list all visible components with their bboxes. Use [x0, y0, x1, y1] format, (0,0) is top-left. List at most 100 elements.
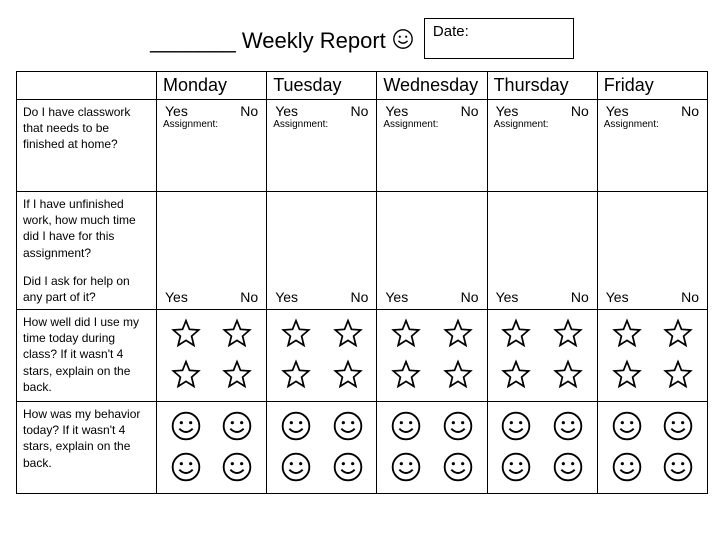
row3-thu[interactable] — [487, 310, 597, 402]
star-icon[interactable] — [221, 318, 253, 350]
day-header: Thursday — [487, 72, 597, 100]
row4-fri[interactable] — [597, 402, 707, 494]
yes-label: Yes — [606, 289, 629, 305]
row1-wed[interactable]: Yes No Assignment: — [377, 100, 487, 192]
weekly-report-table: Monday Tuesday Wednesday Thursday Friday… — [16, 71, 708, 494]
star-icon[interactable] — [332, 318, 364, 350]
smile-icon[interactable] — [552, 410, 584, 442]
row4-thu[interactable] — [487, 402, 597, 494]
yes-label: Yes — [385, 103, 408, 119]
no-label: No — [461, 289, 479, 305]
smile-icon[interactable] — [221, 410, 253, 442]
header: _______ Weekly Report Date: — [16, 10, 708, 59]
day-header: Monday — [157, 72, 267, 100]
star-icon[interactable] — [442, 318, 474, 350]
star-icon[interactable] — [390, 359, 422, 391]
star-icon[interactable] — [611, 359, 643, 391]
star-icon[interactable] — [662, 359, 694, 391]
star-icon[interactable] — [170, 359, 202, 391]
star-icon[interactable] — [221, 359, 253, 391]
smile-icon[interactable] — [442, 451, 474, 483]
smile-icon[interactable] — [662, 451, 694, 483]
smile-icon[interactable] — [332, 410, 364, 442]
smile-icon[interactable] — [611, 451, 643, 483]
day-header: Tuesday — [267, 72, 377, 100]
row2-wed[interactable]: Yes No — [377, 192, 487, 310]
row3-mon[interactable] — [157, 310, 267, 402]
star-icon[interactable] — [552, 359, 584, 391]
smile-icon[interactable] — [552, 451, 584, 483]
star-icon[interactable] — [611, 318, 643, 350]
smile-icon[interactable] — [611, 410, 643, 442]
no-label: No — [240, 103, 258, 119]
row1-fri[interactable]: Yes No Assignment: — [597, 100, 707, 192]
no-label: No — [681, 103, 699, 119]
row2-question-bottom: Did I ask for help on any part of it? — [23, 273, 150, 305]
smile-icon[interactable] — [500, 451, 532, 483]
title-text: Weekly Report — [242, 28, 386, 53]
smile-icon[interactable] — [170, 410, 202, 442]
row1-tue[interactable]: Yes No Assignment: — [267, 100, 377, 192]
row2-question-top: If I have unfinished work, how much time… — [23, 196, 150, 261]
row3-fri[interactable] — [597, 310, 707, 402]
row3-wed[interactable] — [377, 310, 487, 402]
row4-wed[interactable] — [377, 402, 487, 494]
yes-label: Yes — [165, 103, 188, 119]
date-box[interactable]: Date: — [424, 18, 574, 59]
page-title: _______ Weekly Report — [150, 10, 414, 56]
assignment-label: Assignment: — [383, 119, 480, 130]
yes-label: Yes — [275, 289, 298, 305]
star-icon[interactable] — [170, 318, 202, 350]
no-label: No — [681, 289, 699, 305]
smile-icon[interactable] — [332, 451, 364, 483]
yes-label: Yes — [496, 103, 519, 119]
assignment-label: Assignment: — [273, 119, 370, 130]
row2-mon[interactable]: YesNo — [157, 192, 267, 310]
row2-thu[interactable]: Yes No — [487, 192, 597, 310]
smile-icon[interactable] — [662, 410, 694, 442]
star-icon[interactable] — [442, 359, 474, 391]
star-icon[interactable] — [280, 359, 312, 391]
day-header: Wednesday — [377, 72, 487, 100]
yes-label: Yes — [606, 103, 629, 119]
no-label: No — [571, 289, 589, 305]
smile-icon[interactable] — [442, 410, 474, 442]
day-header: Friday — [597, 72, 707, 100]
row4-tue[interactable] — [267, 402, 377, 494]
star-icon[interactable] — [662, 318, 694, 350]
smile-icon[interactable] — [221, 451, 253, 483]
yes-label: Yes — [165, 289, 188, 305]
star-icon[interactable] — [332, 359, 364, 391]
row1-thu[interactable]: Yes No Assignment: — [487, 100, 597, 192]
row1-question: Do I have classwork that needs to be fin… — [17, 100, 157, 192]
star-icon[interactable] — [500, 318, 532, 350]
star-icon[interactable] — [552, 318, 584, 350]
no-label: No — [350, 289, 368, 305]
smile-icon[interactable] — [500, 410, 532, 442]
smile-icon[interactable] — [390, 451, 422, 483]
date-label: Date: — [433, 23, 469, 40]
row3-question: How well did I use my time today during … — [17, 310, 157, 402]
star-icon[interactable] — [390, 318, 422, 350]
row4-question: How was my behavior today? If it wasn't … — [17, 402, 157, 494]
smile-icon[interactable] — [170, 451, 202, 483]
row1-mon[interactable]: YesNo Assignment: — [157, 100, 267, 192]
row2-fri[interactable]: Yes No — [597, 192, 707, 310]
yes-label: Yes — [385, 289, 408, 305]
yes-label: Yes — [275, 103, 298, 119]
row2-tue[interactable]: Yes No — [267, 192, 377, 310]
no-label: No — [350, 103, 368, 119]
row4-mon[interactable] — [157, 402, 267, 494]
star-icon[interactable] — [500, 359, 532, 391]
smile-icon[interactable] — [390, 410, 422, 442]
no-label: No — [571, 103, 589, 119]
row3-tue[interactable] — [267, 310, 377, 402]
smile-icon[interactable] — [280, 410, 312, 442]
star-icon[interactable] — [280, 318, 312, 350]
assignment-label: Assignment: — [494, 119, 591, 130]
yes-label: Yes — [496, 289, 519, 305]
assignment-label: Assignment: — [604, 119, 701, 130]
corner-cell — [17, 72, 157, 100]
smile-icon[interactable] — [280, 451, 312, 483]
no-label: No — [461, 103, 479, 119]
